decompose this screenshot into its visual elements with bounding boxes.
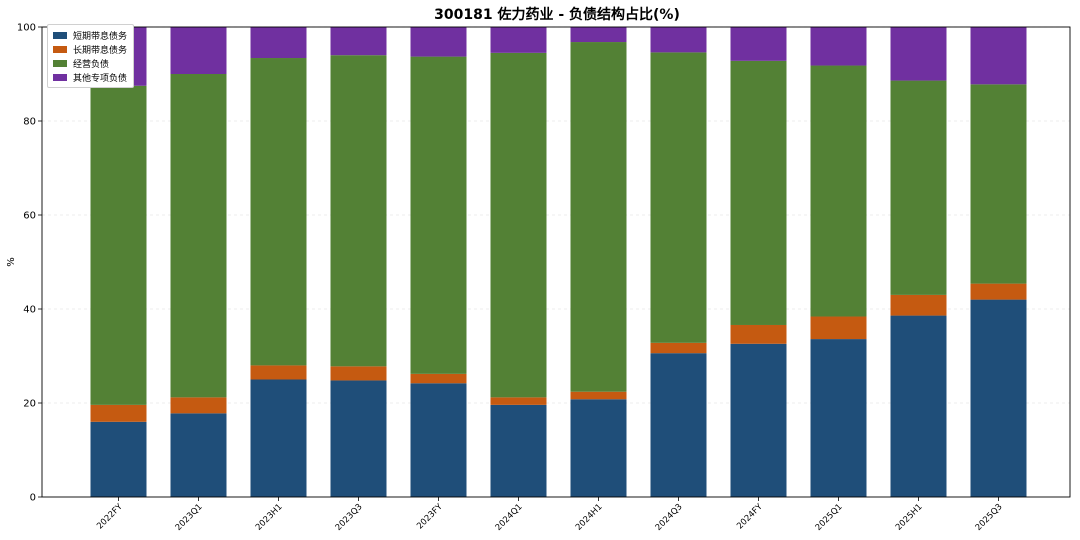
- legend-label: 长期带息债务: [73, 45, 128, 56]
- bar-segment: [970, 84, 1027, 284]
- bar-segment: [410, 373, 467, 384]
- x-tick-label: 2023Q3: [334, 502, 365, 533]
- bars: [90, 27, 1027, 497]
- x-tick-label: 2024Q3: [654, 502, 685, 533]
- x-tick-label: 2024Q1: [494, 502, 525, 533]
- x-tick-label: 2023Q1: [174, 502, 205, 533]
- legend-swatch: [53, 73, 67, 81]
- x-tick-label: 2023H1: [254, 502, 285, 533]
- bar-segment: [170, 27, 227, 74]
- bar-segment: [330, 27, 387, 56]
- bar-segment: [730, 27, 787, 61]
- y-tick-label: 60: [23, 211, 36, 222]
- bar-segment: [170, 74, 227, 398]
- x-tick-label: 2024FY: [735, 501, 765, 531]
- bar-segment: [650, 342, 707, 354]
- bar-segment: [890, 315, 947, 497]
- bar-segment: [250, 58, 307, 366]
- bar-segment: [970, 283, 1027, 300]
- x-tick-label: 2023FY: [415, 501, 445, 531]
- legend-swatch: [53, 31, 67, 39]
- y-tick-label: 80: [23, 117, 36, 128]
- bar-segment: [490, 27, 547, 53]
- bar-segment: [570, 391, 627, 400]
- bar-segment: [90, 421, 147, 497]
- bar-segment: [570, 42, 627, 392]
- legend: 短期带息债务 长期带息债务 经营负债其他专项负债: [47, 24, 135, 88]
- plot-frame: [41, 26, 1071, 498]
- bar-segment: [250, 27, 307, 59]
- bar-segment: [730, 60, 787, 325]
- bar-segment: [810, 339, 867, 497]
- bar-segment: [410, 56, 467, 374]
- y-tick-label: 40: [23, 305, 36, 316]
- y-axis-label: %: [6, 257, 17, 267]
- bar-segment: [250, 379, 307, 497]
- bar-segment: [330, 55, 387, 367]
- bar-segment: [410, 383, 467, 497]
- bar-segment: [90, 404, 147, 422]
- bar-segment: [810, 27, 867, 66]
- legend-swatch: [53, 59, 67, 67]
- legend-item: 经营负债: [53, 56, 127, 70]
- legend-item: 其他专项负债: [53, 70, 127, 84]
- bar-segment: [490, 397, 547, 405]
- bar-segment: [490, 52, 547, 398]
- bar-segment: [650, 353, 707, 497]
- legend-item: 短期带息债务: [53, 28, 127, 42]
- y-tick-label: 20: [23, 399, 36, 410]
- x-tick-label: 2024H1: [574, 502, 605, 533]
- bar-segment: [490, 404, 547, 497]
- bar-segment: [650, 52, 707, 343]
- bar-segment: [890, 294, 947, 316]
- bar-segment: [810, 316, 867, 340]
- bar-segment: [730, 343, 787, 497]
- bar-segment: [330, 380, 387, 497]
- bar-segment: [410, 27, 467, 57]
- x-tick-label: 2025Q1: [814, 502, 845, 533]
- bar-segment: [90, 85, 147, 405]
- bar-segment: [730, 324, 787, 344]
- x-tick-label: 2025Q3: [974, 502, 1005, 533]
- bar-segment: [810, 65, 867, 317]
- bar-segment: [170, 397, 227, 414]
- bar-segment: [170, 413, 227, 497]
- bar-segment: [970, 299, 1027, 497]
- legend-item: 长期带息债务: [53, 42, 127, 56]
- bar-segment: [330, 366, 387, 381]
- legend-swatch: [53, 45, 67, 53]
- bar-segment: [650, 27, 707, 53]
- bar-segment: [970, 27, 1027, 85]
- bar-segment: [890, 27, 947, 81]
- x-tick-label: 2022FY: [95, 501, 125, 531]
- y-tick-label: 0: [30, 493, 36, 504]
- x-tick-label: 2025H1: [894, 502, 925, 533]
- legend-label: 其他专项负债: [73, 73, 128, 84]
- axes: [38, 26, 1071, 501]
- bar-segment: [570, 27, 627, 43]
- y-tick-label: 100: [17, 23, 36, 34]
- bar-segment: [570, 399, 627, 497]
- chart-title: 300181 佐力药业 - 负债结构占比(%): [434, 6, 680, 23]
- legend-label: 短期带息债务: [73, 31, 128, 42]
- bar-segment: [890, 80, 947, 295]
- bar-segment: [250, 365, 307, 380]
- legend-label: 经营负债: [73, 59, 110, 70]
